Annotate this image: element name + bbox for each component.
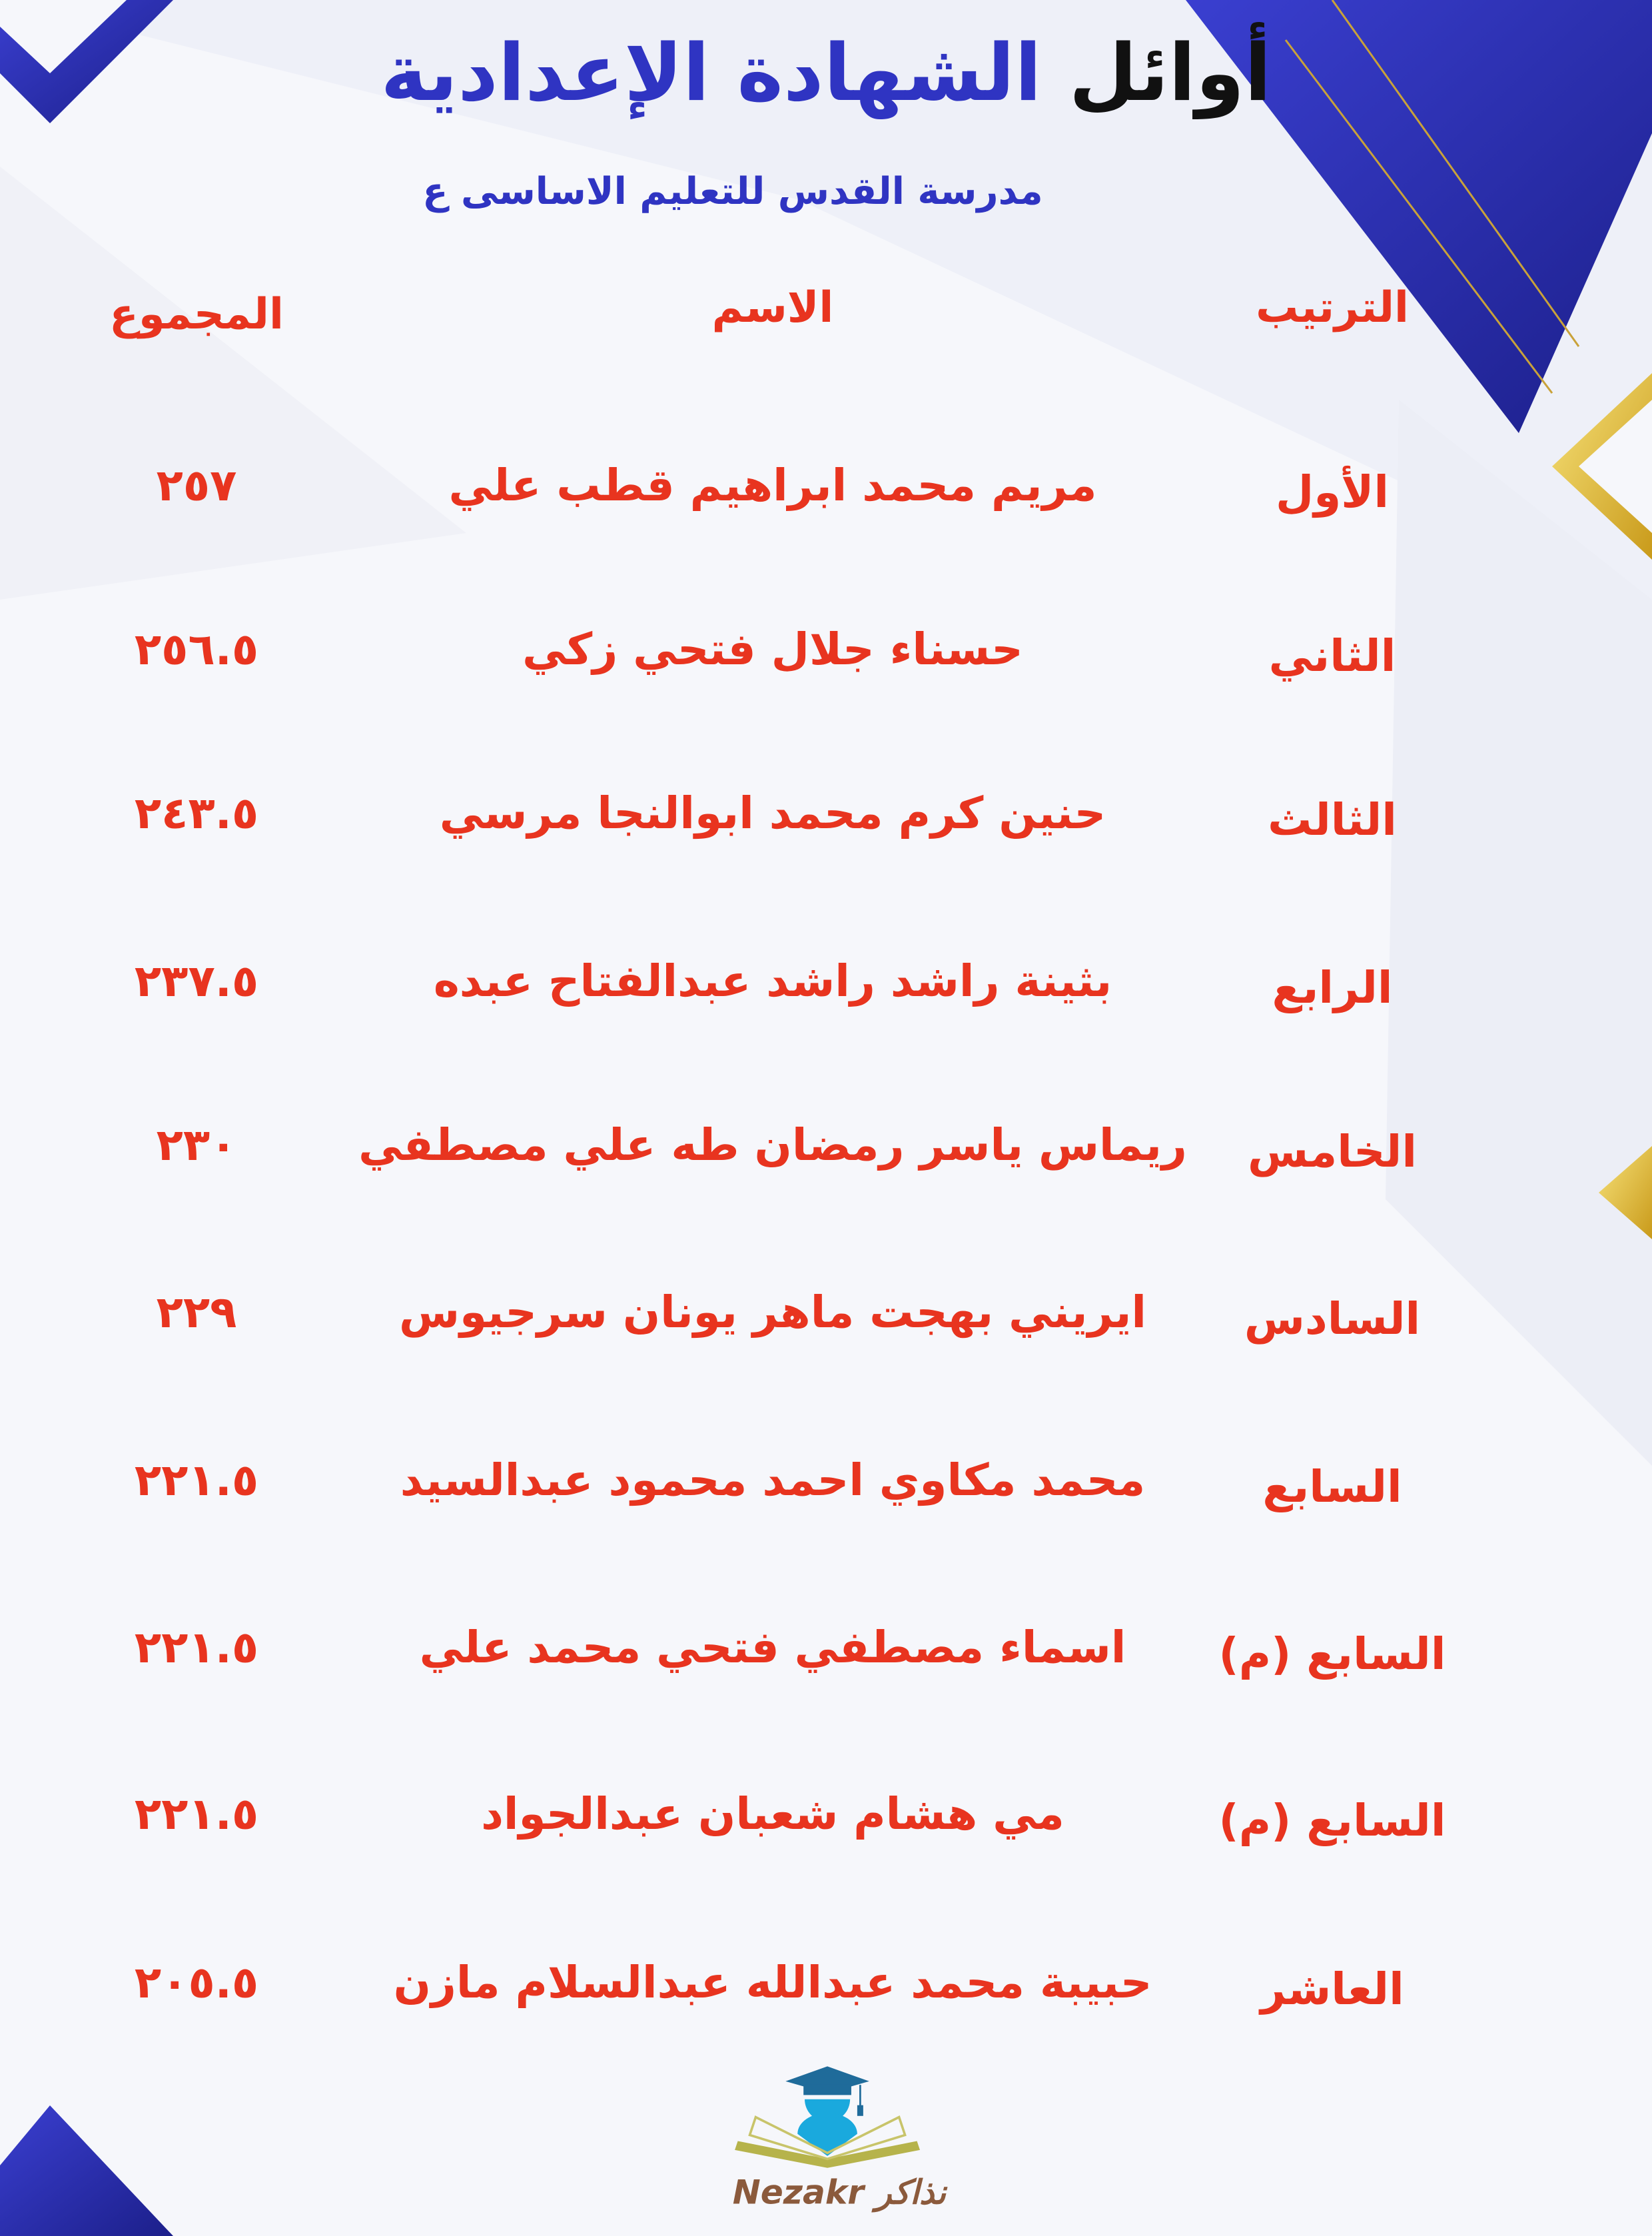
column-header-total: المجموع [109,290,284,339]
student-name: اسماء مصطفي فتحي محمد علي [419,1622,1126,1673]
total-score: ٢٢١.٥ [134,1788,259,1840]
school-name: مدرسة القدس للتعليم الاساسى ع [422,170,1043,213]
total-score: ٢٣٠ [156,1119,237,1171]
title-word-1: أوائل [1068,27,1272,119]
column-header-rank: الترتيب [1256,283,1409,332]
rank-cell: السادس [1244,1293,1421,1345]
student-name: حبيبة محمد عبدالله عبدالسلام مازن [393,1957,1152,2008]
rank-cell: العاشر [1260,1963,1404,2015]
column-header-name: الاسم [711,283,834,332]
rank-cell: السابع [1262,1461,1402,1512]
total-score: ٢٢١.٥ [134,1454,259,1506]
total-score: ٢٣٧.٥ [134,955,259,1007]
rank-cell: الخامس [1248,1126,1417,1177]
nezakr-logo: Nezakr نذاكر [733,2066,949,2213]
rank-cell: السابع (م) [1218,1628,1446,1680]
student-name: حنين كرم محمد ابوالنجا مرسي [439,788,1106,839]
total-score: ٢٤٣.٥ [134,788,259,839]
total-score: ٢٢١.٥ [134,1622,259,1673]
rank-cell: السابع (م) [1218,1795,1446,1846]
rank-cell: الأول [1275,466,1390,518]
rank-cell: الرابع [1272,962,1393,1013]
total-score: ٢٠٥.٥ [134,1957,259,2008]
student-name: حسناء جلال فتحي زكي [522,624,1023,675]
student-name: ايريني بهجت ماهر يونان سرجيوس [398,1287,1147,1338]
total-score: ٢٢٩ [156,1287,237,1338]
total-score: ٢٥٧ [156,460,237,511]
student-name: مريم محمد ابراهيم قطب علي [448,460,1097,511]
rank-cell: الثالث [1268,794,1397,845]
student-name: ريماس ياسر رمضان طه علي مصطفي [358,1119,1187,1171]
student-name: مي هشام شعبان عبدالجواد [481,1788,1064,1840]
page-title: أوائل الشهادة الإعدادية [0,27,1652,119]
student-name: بثينة راشد راشد عبدالفتاح عبده [433,955,1112,1007]
student-name: محمد مكاوي احمد محمود عبدالسيد [400,1454,1146,1506]
rank-cell: الثاني [1268,630,1396,682]
total-score: ٢٥٦.٥ [134,624,259,675]
svg-text:Nezakr نذاكر: Nezakr نذاكر [733,2173,949,2213]
title-word-2: الشهادة الإعدادية [380,27,1042,119]
